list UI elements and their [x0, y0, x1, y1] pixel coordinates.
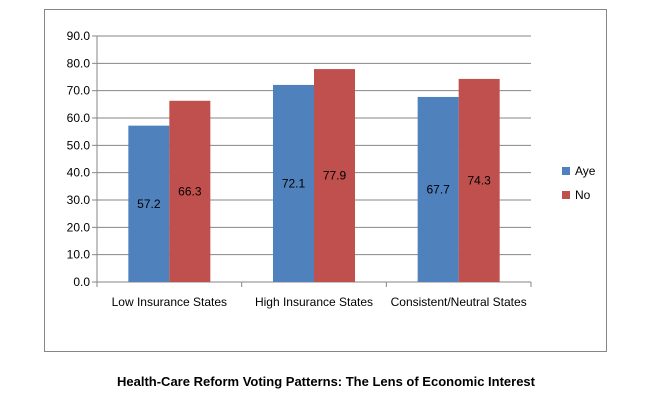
y-tick-label: 80.0 [67, 56, 91, 70]
legend-swatch-aye [562, 167, 570, 175]
y-tick-label: 70.0 [67, 84, 91, 98]
y-tick-label: 10.0 [67, 248, 91, 262]
y-tick-label: 50.0 [67, 138, 91, 152]
data-label: 57.2 [137, 197, 161, 211]
chart-area: 0.0 10.0 20.0 30.0 40.0 50.0 60.0 70.0 80.0 90.0 5… [44, 9, 607, 352]
x-category-label: Consistent/Neutral States [391, 295, 527, 309]
data-label: 67.7 [426, 182, 450, 196]
chart-caption: Health-Care Reform Voting Patterns: The … [117, 374, 535, 389]
legend-label-aye: Aye [575, 164, 596, 178]
legend-label-no: No [575, 188, 591, 202]
y-tick-label: 60.0 [67, 111, 91, 125]
bar-aye [128, 125, 170, 282]
y-tick-label: 0.0 [73, 275, 90, 289]
x-category-label: High Insurance States [255, 295, 373, 309]
bar-aye [417, 96, 459, 282]
data-label: 77.9 [323, 169, 347, 183]
bar-chart: 0.0 10.0 20.0 30.0 40.0 50.0 60.0 70.0 80.0 90.0 5… [67, 29, 596, 309]
bar-no [458, 78, 500, 282]
y-tick-label: 40.0 [67, 166, 91, 180]
x-category-label: Low Insurance States [112, 295, 227, 309]
data-label: 74.3 [467, 173, 491, 187]
bar-aye [273, 84, 314, 282]
y-tick-label: 30.0 [67, 193, 91, 207]
y-tick-label: 90.0 [67, 29, 91, 43]
bar-no [169, 100, 211, 282]
data-label: 72.1 [282, 176, 306, 190]
legend-swatch-no [562, 191, 570, 199]
bar-no [314, 69, 355, 282]
y-tick-label: 20.0 [67, 220, 91, 234]
data-label: 66.3 [178, 184, 202, 198]
